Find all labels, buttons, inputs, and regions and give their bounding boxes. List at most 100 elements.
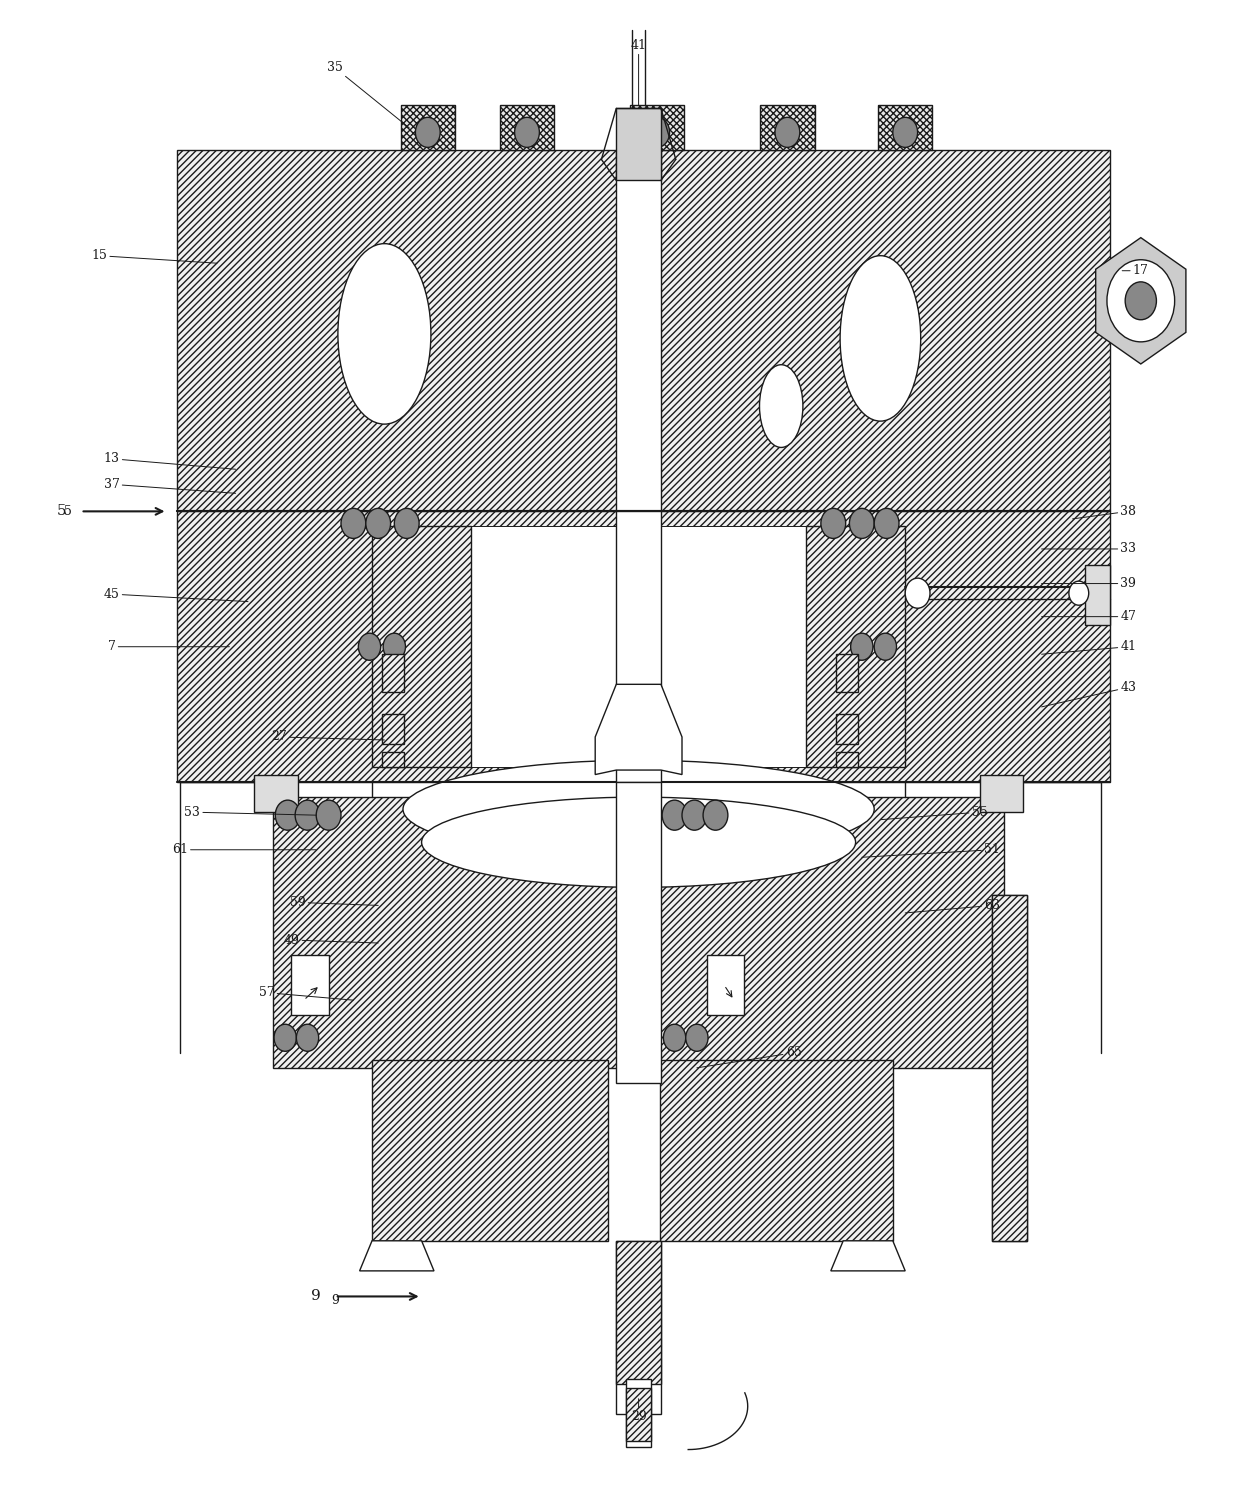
Bar — [660, 797, 1004, 1068]
Text: 5: 5 — [57, 504, 67, 519]
Bar — [630, 105, 684, 150]
Circle shape — [893, 117, 918, 147]
Text: 27: 27 — [272, 731, 384, 743]
Text: 5: 5 — [64, 505, 72, 517]
Circle shape — [275, 800, 300, 830]
Text: 61: 61 — [172, 844, 316, 856]
Bar — [1104, 278, 1141, 323]
Text: 63: 63 — [905, 899, 999, 913]
Circle shape — [383, 633, 405, 660]
Bar — [1085, 564, 1110, 624]
Bar — [177, 150, 1110, 511]
Text: 41: 41 — [1042, 641, 1136, 654]
Text: 65: 65 — [697, 1047, 801, 1068]
Circle shape — [874, 633, 897, 660]
Bar — [836, 752, 858, 767]
Circle shape — [415, 117, 440, 147]
Bar — [372, 526, 905, 767]
Text: 51: 51 — [862, 844, 999, 857]
Text: 17: 17 — [1122, 265, 1148, 277]
Circle shape — [874, 508, 899, 538]
Ellipse shape — [841, 256, 920, 421]
Bar — [372, 526, 471, 767]
Circle shape — [366, 508, 391, 538]
Text: 59: 59 — [290, 896, 378, 908]
Text: 37: 37 — [104, 478, 236, 493]
Polygon shape — [595, 684, 682, 775]
Bar — [836, 654, 858, 692]
Circle shape — [686, 1024, 708, 1051]
Text: 53: 53 — [185, 806, 316, 818]
Bar — [992, 895, 1027, 1241]
Circle shape — [358, 633, 381, 660]
Bar — [660, 1060, 893, 1241]
Text: 29: 29 — [631, 1399, 646, 1423]
Bar — [382, 714, 404, 744]
Circle shape — [703, 800, 728, 830]
Text: 43: 43 — [1042, 681, 1136, 707]
Bar — [382, 654, 404, 692]
Text: 55: 55 — [880, 806, 987, 820]
Bar — [273, 797, 618, 1068]
Circle shape — [849, 508, 874, 538]
Bar — [616, 150, 661, 511]
Bar — [616, 782, 661, 1083]
Bar — [177, 511, 1110, 782]
Circle shape — [1125, 281, 1157, 320]
Polygon shape — [1096, 238, 1185, 364]
Text: 7: 7 — [108, 641, 229, 653]
Circle shape — [663, 1024, 686, 1051]
Ellipse shape — [403, 761, 874, 857]
Polygon shape — [831, 1241, 905, 1271]
Text: 49: 49 — [284, 934, 378, 946]
Circle shape — [821, 508, 846, 538]
Bar — [254, 775, 298, 812]
Text: 41: 41 — [631, 39, 646, 105]
Circle shape — [645, 117, 670, 147]
Bar — [626, 1388, 651, 1441]
Circle shape — [905, 578, 930, 608]
Text: 39: 39 — [1042, 578, 1136, 590]
Circle shape — [316, 800, 341, 830]
Bar — [992, 895, 1027, 1241]
Bar — [382, 752, 404, 767]
Bar — [760, 105, 815, 150]
Bar — [500, 105, 554, 150]
Circle shape — [394, 508, 419, 538]
Bar — [401, 105, 455, 150]
Bar — [372, 1060, 608, 1241]
Bar — [626, 1379, 651, 1447]
Ellipse shape — [422, 797, 856, 887]
Bar — [616, 108, 661, 180]
Bar — [836, 714, 858, 744]
Text: 15: 15 — [92, 250, 217, 263]
Circle shape — [296, 1024, 319, 1051]
Circle shape — [515, 117, 539, 147]
Text: 9: 9 — [311, 1289, 321, 1304]
Bar — [616, 1241, 661, 1414]
Text: 57: 57 — [259, 987, 353, 1000]
Bar — [401, 105, 455, 150]
Circle shape — [775, 117, 800, 147]
Bar — [760, 105, 815, 150]
Bar — [616, 1241, 661, 1384]
Circle shape — [662, 800, 687, 830]
Ellipse shape — [759, 365, 804, 447]
Circle shape — [274, 1024, 296, 1051]
Text: 47: 47 — [1042, 611, 1136, 623]
Text: 38: 38 — [1073, 505, 1136, 519]
Circle shape — [341, 508, 366, 538]
Text: 13: 13 — [104, 453, 236, 469]
Text: 33: 33 — [1042, 543, 1136, 555]
Ellipse shape — [337, 244, 432, 424]
Bar — [980, 775, 1023, 812]
Bar — [878, 105, 932, 150]
Circle shape — [851, 633, 873, 660]
Polygon shape — [360, 1241, 434, 1271]
Bar — [291, 955, 329, 1015]
Bar — [806, 526, 905, 767]
Text: 45: 45 — [104, 588, 248, 602]
Circle shape — [1107, 260, 1174, 341]
Bar — [500, 105, 554, 150]
Bar — [616, 511, 661, 782]
